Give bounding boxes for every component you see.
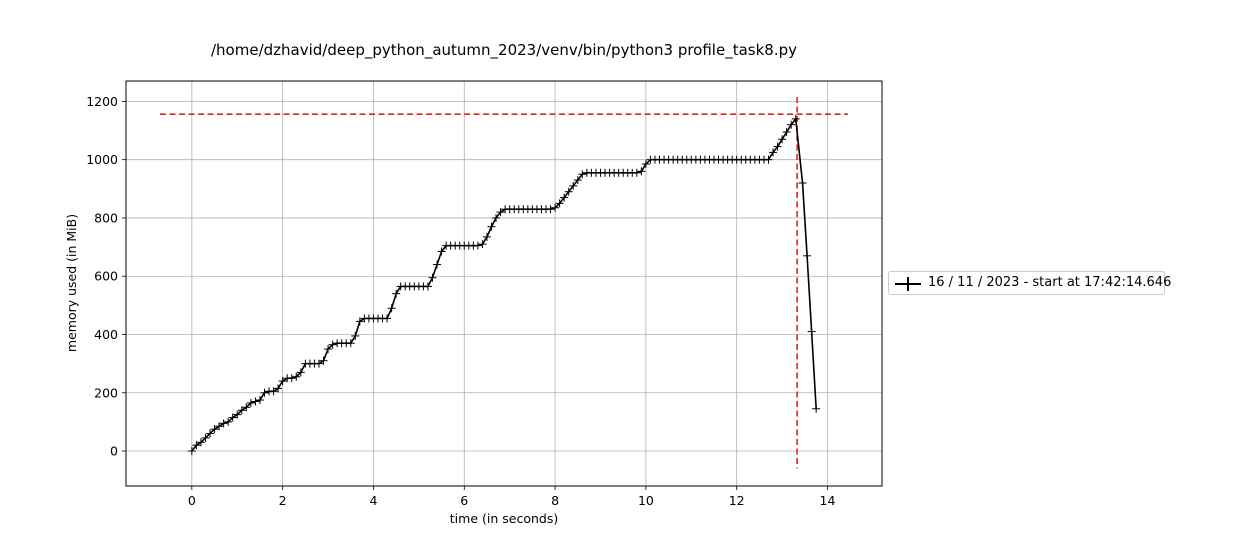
x-tick-label: 10 (638, 493, 654, 508)
data-point-marker (564, 187, 573, 196)
data-point-marker (237, 406, 246, 415)
data-point-marker (228, 413, 237, 422)
x-tick-label: 12 (729, 493, 745, 508)
x-tick-label: 6 (460, 493, 468, 508)
data-point-marker (778, 135, 787, 144)
data-point-marker (569, 181, 578, 190)
y-tick-label: 1200 (86, 94, 118, 109)
x-axis: 0 2 4 6 8 10 12 14 (188, 486, 836, 508)
data-point-marker (478, 240, 487, 249)
data-point-marker (278, 377, 287, 386)
x-tick-label: 8 (551, 493, 559, 508)
y-axis: 0 200 400 600 800 1000 1200 (86, 94, 126, 459)
data-point-marker (764, 155, 773, 164)
legend-entry-label: 16 / 11 / 2023 - start at 17:42:14.646 (928, 275, 1172, 290)
data-point-marker (437, 247, 446, 256)
data-point-marker (192, 441, 201, 450)
data-point-marker (219, 419, 228, 428)
data-point-marker (201, 433, 210, 442)
data-point-marker (632, 168, 641, 177)
data-point-marker (296, 368, 305, 377)
y-tick-label: 400 (94, 327, 118, 342)
y-tick-label: 0 (110, 444, 118, 459)
y-tick-label: 200 (94, 385, 118, 400)
data-point-marker (260, 388, 269, 397)
data-point-marker (233, 410, 242, 419)
legend-plus-marker (902, 277, 914, 291)
data-point-marker (196, 438, 205, 447)
data-point-marker (551, 203, 560, 212)
x-tick-label: 4 (369, 493, 377, 508)
data-point-marker (287, 374, 296, 383)
x-tick-label: 2 (279, 493, 287, 508)
data-point-marker (269, 387, 278, 396)
y-tick-label: 600 (94, 269, 118, 284)
data-point-marker (807, 327, 816, 336)
data-point-marker (578, 170, 587, 179)
data-point-marker (803, 251, 812, 260)
legend: 16 / 11 / 2023 - start at 17:42:14.646 (888, 271, 1171, 295)
data-point-marker (791, 114, 800, 123)
data-point-marker (319, 356, 328, 365)
data-point-marker (560, 193, 569, 202)
y-tick-label: 800 (94, 210, 118, 225)
x-tick-label: 0 (188, 493, 196, 508)
data-point-marker (428, 273, 437, 282)
data-point-marker (423, 282, 432, 291)
x-tick-label: 14 (820, 493, 836, 508)
data-point-marker (769, 148, 778, 157)
data-point-marker (573, 176, 582, 185)
data-point-marker (355, 317, 364, 326)
data-point-marker (546, 205, 555, 214)
data-point-marker (473, 241, 482, 250)
data-point-marker (314, 359, 323, 368)
data-point-marker (324, 345, 333, 354)
data-point-marker (492, 213, 501, 222)
data-point-marker (641, 160, 650, 169)
plot-area (125, 80, 883, 487)
data-point-marker (251, 397, 260, 406)
data-point-marker (346, 339, 355, 348)
data-point-marker (187, 447, 196, 456)
data-point-marker (637, 167, 646, 176)
y-tick-label: 1000 (86, 152, 118, 167)
series-line (191, 118, 817, 452)
grid (126, 81, 882, 486)
data-point-marker (328, 340, 337, 349)
chart-title: /home/dzhavid/deep_python_autumn_2023/ve… (211, 41, 797, 60)
data-point-marker (812, 404, 821, 413)
data-point-marker (255, 396, 264, 405)
data-point-marker (482, 232, 491, 241)
data-point-marker (351, 331, 360, 340)
data-point-marker (798, 178, 807, 187)
x-axis-label: time (in seconds) (450, 511, 558, 526)
data-point-marker (787, 120, 796, 129)
data-point-marker (496, 208, 505, 217)
data-point-marker (487, 222, 496, 231)
data-point-marker (224, 417, 233, 426)
data-point-marker (773, 142, 782, 151)
data-point-marker (246, 398, 255, 407)
data-point-marker (242, 403, 251, 412)
data-point-marker (433, 260, 442, 269)
data-point-marker (387, 304, 396, 313)
data-point-marker (206, 429, 214, 438)
data-point-marker (555, 199, 564, 208)
data-point-marker (782, 127, 791, 136)
y-axis-label: memory used (in MiB) (64, 214, 79, 352)
data-point-marker (383, 314, 392, 323)
data-point-marker (392, 289, 401, 298)
data-point-marker (210, 425, 219, 434)
data-point-marker (292, 372, 301, 381)
series-group (187, 114, 821, 456)
data-point-marker (215, 422, 224, 431)
data-point-marker (274, 384, 283, 393)
peak-reference-lines (160, 97, 848, 469)
